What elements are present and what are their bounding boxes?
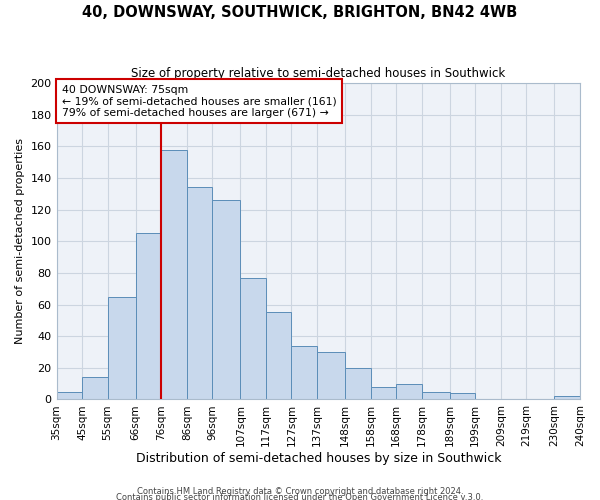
Text: Contains public sector information licensed under the Open Government Licence v.: Contains public sector information licen…: [116, 492, 484, 500]
Bar: [371, 387, 396, 400]
Bar: [161, 150, 187, 400]
Bar: [396, 384, 422, 400]
Text: Contains HM Land Registry data © Crown copyright and database right 2024.: Contains HM Land Registry data © Crown c…: [137, 486, 463, 496]
Bar: [266, 312, 292, 400]
Bar: [345, 368, 371, 400]
Bar: [554, 396, 580, 400]
X-axis label: Distribution of semi-detached houses by size in Southwick: Distribution of semi-detached houses by …: [136, 452, 501, 465]
Bar: [292, 346, 317, 400]
Bar: [107, 296, 136, 400]
Bar: [212, 200, 241, 400]
Bar: [56, 392, 82, 400]
Bar: [187, 188, 212, 400]
Bar: [450, 393, 475, 400]
Bar: [241, 278, 266, 400]
Title: Size of property relative to semi-detached houses in Southwick: Size of property relative to semi-detach…: [131, 68, 505, 80]
Bar: [136, 234, 161, 400]
Text: 40 DOWNSWAY: 75sqm
← 19% of semi-detached houses are smaller (161)
79% of semi-d: 40 DOWNSWAY: 75sqm ← 19% of semi-detache…: [62, 84, 337, 118]
Bar: [317, 352, 345, 400]
Text: 40, DOWNSWAY, SOUTHWICK, BRIGHTON, BN42 4WB: 40, DOWNSWAY, SOUTHWICK, BRIGHTON, BN42 …: [82, 5, 518, 20]
Bar: [82, 378, 107, 400]
Bar: [422, 392, 450, 400]
Y-axis label: Number of semi-detached properties: Number of semi-detached properties: [15, 138, 25, 344]
